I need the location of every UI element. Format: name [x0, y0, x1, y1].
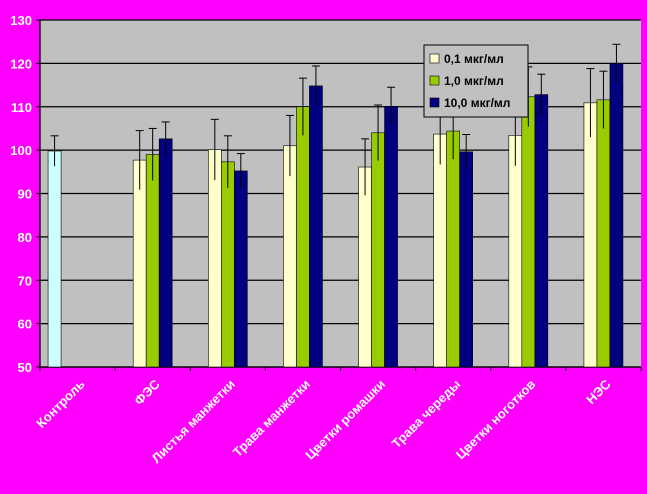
bar-series-3 [534, 94, 549, 368]
bar-control [47, 150, 62, 368]
y-tick-label: 90 [18, 187, 32, 202]
legend-swatch [429, 75, 440, 86]
y-tick-label: 110 [11, 100, 32, 115]
y-tick-label: 50 [18, 360, 32, 375]
y-tick-label: 80 [18, 230, 32, 245]
x-category-label: Цветки ромашки [302, 377, 388, 463]
bar-series-1 [508, 135, 523, 368]
bar-series-3 [234, 170, 248, 368]
x-category-label: Контроль [33, 377, 87, 431]
bar-series-2 [145, 154, 160, 368]
bar-series-3 [309, 85, 323, 368]
x-category-label: Трава череды [389, 377, 464, 452]
bar-series-1 [433, 133, 447, 368]
x-category-label: Листья манжетки [149, 377, 238, 466]
x-category-label: Трава манжетки [230, 377, 313, 460]
legend-swatch [429, 53, 440, 64]
bar-series-3 [609, 63, 624, 368]
bar-series-2 [371, 132, 385, 368]
bar-series-2 [221, 161, 235, 368]
legend [423, 44, 529, 118]
bar-series-3 [158, 138, 173, 368]
bar-series-2 [521, 96, 536, 368]
x-category-label: НЭС [583, 376, 614, 407]
legend-swatch [429, 97, 440, 108]
legend-label: 0,1 мкг/мл [444, 52, 504, 66]
y-tick-label: 120 [10, 56, 32, 71]
bar-series-2 [296, 106, 310, 368]
bar-series-3 [459, 151, 473, 368]
y-tick-label: 60 [18, 317, 32, 332]
y-tick-label: 130 [10, 13, 32, 28]
bar-series-2 [596, 99, 611, 368]
y-tick-label: 100 [10, 143, 32, 158]
legend-label: 1,0 мкг/мл [444, 74, 504, 88]
y-tick-label: 70 [18, 273, 32, 288]
bar-series-1 [358, 166, 372, 368]
bar-series-1 [132, 159, 147, 368]
bar-series-2 [446, 130, 460, 368]
bar-series-3 [384, 106, 398, 368]
x-category-label: Цветки ноготков [453, 377, 539, 463]
bar-series-1 [283, 145, 297, 368]
x-category-label: ФЭС [131, 376, 163, 408]
legend-label: 10,0 мкг/мл [444, 96, 510, 110]
bar-series-1 [208, 149, 222, 368]
bar-series-1 [583, 102, 598, 368]
